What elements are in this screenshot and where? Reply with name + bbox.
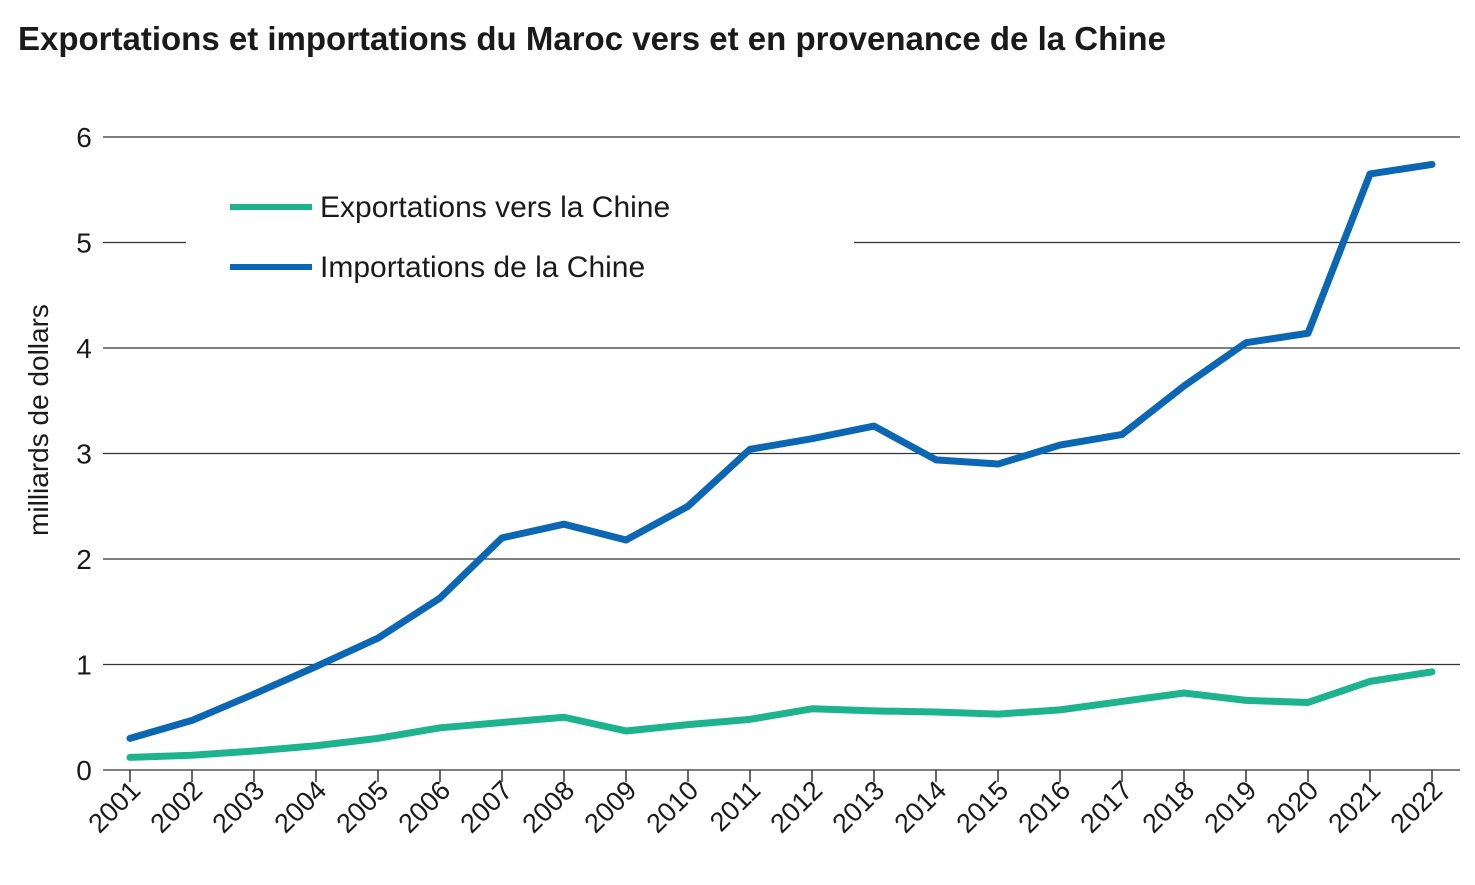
x-tick-label: 2020 — [1261, 775, 1325, 839]
y-tick-label: 3 — [76, 439, 92, 470]
y-tick-label: 4 — [76, 333, 92, 364]
series-line — [126, 160, 1436, 742]
x-tick-label: 2012 — [765, 775, 829, 839]
x-tick-label: 2019 — [1199, 775, 1263, 839]
y-tick-label: 1 — [76, 650, 92, 681]
x-tick-label: 2021 — [1323, 775, 1387, 839]
x-tick-label: 2015 — [951, 775, 1015, 839]
legend-box — [186, 172, 854, 297]
legend-label: Importations de la Chine — [320, 251, 645, 284]
x-tick-label: 2011 — [704, 775, 766, 837]
y-tick-label: 6 — [76, 122, 92, 153]
y-tick-label: 5 — [76, 228, 92, 259]
series-line — [126, 668, 1436, 761]
x-tick-label: 2004 — [269, 775, 333, 839]
x-tick-label: 2010 — [641, 775, 705, 839]
x-tick-label: 2022 — [1385, 775, 1449, 839]
y-tick-label: 0 — [76, 755, 92, 786]
x-tick-label: 2006 — [393, 775, 457, 839]
x-tick-label: 2014 — [889, 775, 953, 839]
x-tick-label: 2009 — [579, 775, 643, 839]
x-tick-label: 2008 — [517, 775, 581, 839]
x-tick-label: 2018 — [1137, 775, 1201, 839]
x-tick-label: 2001 — [83, 775, 147, 839]
x-tick-label: 2003 — [207, 775, 271, 839]
x-tick-label: 2017 — [1075, 775, 1139, 839]
y-axis-label: milliards de dollars — [23, 304, 54, 536]
x-tick-label: 2013 — [827, 775, 891, 839]
legend-label: Exportations vers la Chine — [320, 191, 670, 224]
chart-title: Exportations et importations du Maroc ve… — [18, 20, 1166, 57]
y-tick-label: 2 — [76, 544, 92, 575]
x-tick-label: 2005 — [331, 775, 395, 839]
x-tick-label: 2016 — [1013, 775, 1077, 839]
x-tick-label: 2002 — [145, 775, 209, 839]
x-tick-label: 2007 — [455, 775, 519, 839]
